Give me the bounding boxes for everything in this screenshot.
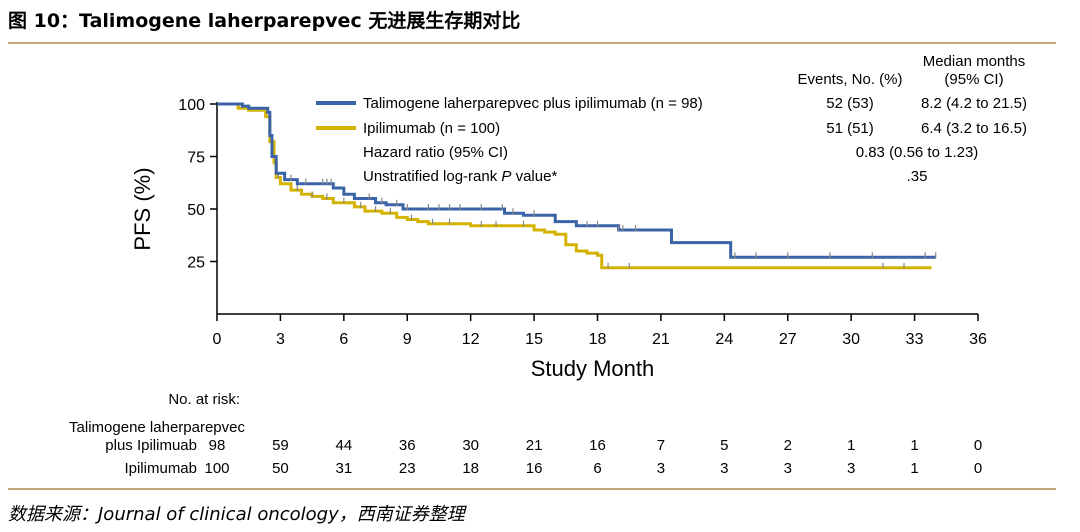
at-risk-value: 3 bbox=[720, 460, 728, 477]
stats-header-median-line1: Median months bbox=[923, 53, 1026, 70]
y-tick-label: 100 bbox=[178, 97, 205, 114]
x-tick-label: 3 bbox=[276, 331, 285, 348]
y-tick-label: 75 bbox=[187, 150, 205, 167]
at-risk-value: 36 bbox=[399, 437, 416, 454]
at-risk-value: 3 bbox=[784, 460, 792, 477]
stats-events: 52 (53) bbox=[826, 95, 874, 112]
stats-value: .35 bbox=[907, 168, 928, 185]
at-risk-label: Ipilimumab bbox=[124, 460, 197, 477]
at-risk-value: 98 bbox=[209, 437, 226, 454]
at-risk-title: No. at risk: bbox=[168, 391, 240, 408]
at-risk-value: 6 bbox=[593, 460, 601, 477]
x-tick-label: 33 bbox=[906, 331, 924, 348]
source-note: 数据来源：Journal of clinical oncology，西南证券整理 bbox=[8, 504, 465, 525]
at-risk-value: 100 bbox=[204, 460, 229, 477]
at-risk-value: 21 bbox=[526, 437, 543, 454]
at-risk-value: 7 bbox=[657, 437, 665, 454]
at-risk-value: 31 bbox=[335, 460, 352, 477]
y-tick-label: 50 bbox=[187, 202, 205, 219]
at-risk-label: plus Ipilimuab bbox=[105, 437, 197, 454]
at-risk-value: 59 bbox=[272, 437, 289, 454]
at-risk-value: 5 bbox=[720, 437, 728, 454]
stats-row-label: Ipilimumab (n = 100) bbox=[363, 120, 500, 137]
at-risk-value: 1 bbox=[910, 437, 918, 454]
x-tick-label: 27 bbox=[779, 331, 797, 348]
x-tick-label: 21 bbox=[652, 331, 670, 348]
at-risk-value: 23 bbox=[399, 460, 416, 477]
x-tick-label: 18 bbox=[589, 331, 607, 348]
stats-median: 6.4 (3.2 to 16.5) bbox=[921, 120, 1027, 137]
at-risk-value: 30 bbox=[462, 437, 479, 454]
stats-events: 51 (51) bbox=[826, 120, 874, 137]
at-risk-value: 2 bbox=[784, 437, 792, 454]
x-tick-label: 30 bbox=[842, 331, 860, 348]
bottom-rule bbox=[8, 488, 1056, 490]
stats-median: 8.2 (4.2 to 21.5) bbox=[921, 95, 1027, 112]
x-tick-label: 36 bbox=[969, 331, 987, 348]
at-risk-value: 1 bbox=[847, 437, 855, 454]
x-tick-label: 15 bbox=[525, 331, 543, 348]
y-tick-label: 25 bbox=[187, 255, 205, 272]
at-risk-value: 18 bbox=[462, 460, 479, 477]
x-tick-label: 24 bbox=[715, 331, 733, 348]
stats-row-label: Unstratified log-rank P value* bbox=[363, 168, 557, 185]
at-risk-value: 0 bbox=[974, 437, 982, 454]
series-line-0 bbox=[217, 102, 936, 259]
at-risk-value: 3 bbox=[847, 460, 855, 477]
x-tick-label: 12 bbox=[462, 331, 480, 348]
figure-title: 图 10：Talimogene laherparepvec 无进展生存期对比 bbox=[8, 10, 521, 32]
stats-header-median-line2: (95% CI) bbox=[944, 71, 1003, 88]
stats-row-label: Talimogene laherparepvec plus ipilimumab… bbox=[363, 95, 703, 112]
at-risk-value: 50 bbox=[272, 460, 289, 477]
x-axis-title: Study Month bbox=[531, 356, 655, 381]
x-tick-label: 6 bbox=[339, 331, 348, 348]
at-risk-value: 1 bbox=[910, 460, 918, 477]
at-risk-value: 3 bbox=[657, 460, 665, 477]
stats-row-label: Hazard ratio (95% CI) bbox=[363, 144, 508, 161]
at-risk-value: 16 bbox=[526, 460, 543, 477]
at-risk-value: 16 bbox=[589, 437, 606, 454]
x-tick-label: 0 bbox=[213, 331, 222, 348]
stats-value: 0.83 (0.56 to 1.23) bbox=[856, 144, 979, 161]
at-risk-value: 0 bbox=[974, 460, 982, 477]
y-axis-title: PFS (%) bbox=[130, 167, 155, 250]
at-risk-label: Talimogene laherparepvec bbox=[69, 419, 245, 436]
at-risk-value: 44 bbox=[335, 437, 352, 454]
x-tick-label: 9 bbox=[403, 331, 412, 348]
top-rule bbox=[8, 42, 1056, 44]
stats-header-events: Events, No. (%) bbox=[797, 71, 902, 88]
